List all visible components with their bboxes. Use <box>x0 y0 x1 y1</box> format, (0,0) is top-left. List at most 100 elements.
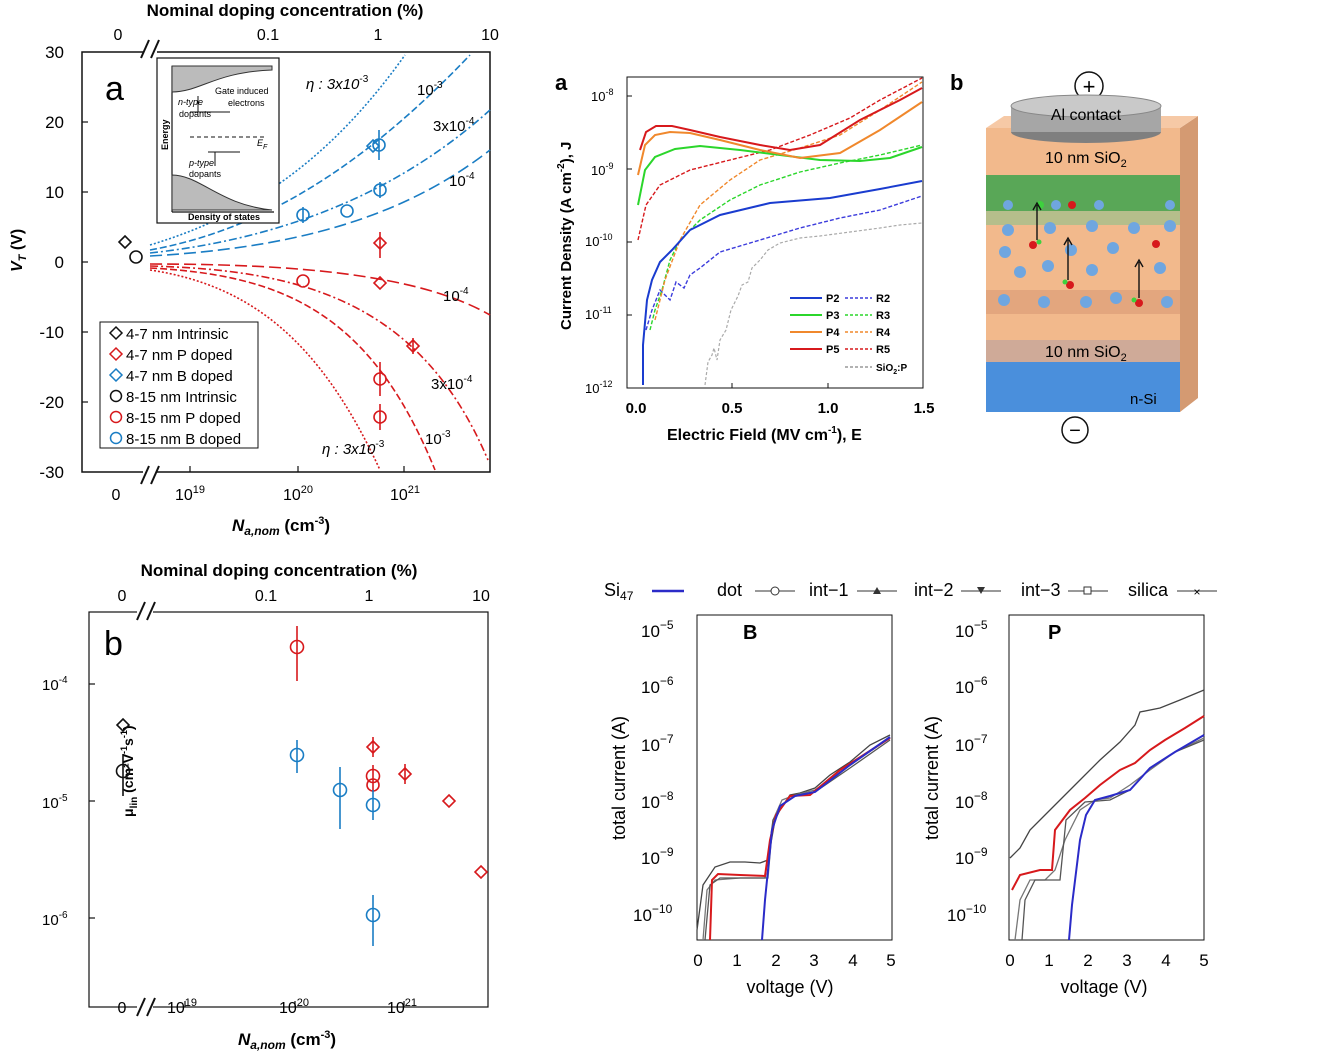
svg-text:0: 0 <box>1005 951 1014 970</box>
curve-blue-3e-3 <box>149 54 406 246</box>
panel-a-eta-top: η : 3x10-3 <box>306 74 369 93</box>
point-b-p-815-2 <box>365 768 381 784</box>
curve-e-B-int2 <box>702 737 891 941</box>
inset-gate-label2: electrons <box>228 98 265 108</box>
panel-c-legend: P2 R2 P3 R3 P4 R4 P5 R5 SiO2:P <box>790 293 907 376</box>
panel-c-xtitle: Electric Field (MV cm-1), E <box>667 425 862 444</box>
panel-d-label-b: b <box>950 70 963 95</box>
panel-b-ytick-6: 10-6 <box>42 910 68 929</box>
svg-text:3: 3 <box>809 951 818 970</box>
panel-a-label-1e-4-blue: 10-4 <box>449 171 475 190</box>
svg-text:5: 5 <box>886 951 895 970</box>
panel-a-ytick-6: -30 <box>39 463 64 482</box>
curve-blue-1e-3 <box>149 54 471 251</box>
curve-e-B-int1 <box>696 734 891 931</box>
curve-e-P-si47 <box>1068 734 1205 941</box>
curve-e-P-int3 <box>1021 739 1205 941</box>
panel-b-top-tick-0: 0 <box>118 588 127 605</box>
curve-red-1e-4 <box>149 263 491 316</box>
svg-text:P3: P3 <box>826 310 839 322</box>
curve-c-sio2p <box>704 222 923 386</box>
panel-a-top-tick-1: 0.1 <box>257 27 279 44</box>
legend-a-2: 4-7 nm B doped <box>126 368 233 385</box>
panel-a-ytick-5: -20 <box>39 393 64 412</box>
point-b-b-815-1 <box>289 747 305 763</box>
svg-text:4: 4 <box>1161 951 1170 970</box>
panel-a-label-1e-3-blue: 10-3 <box>417 80 443 99</box>
point-a-p-815-1 <box>296 274 310 288</box>
panel-b-top-tick-3: 10 <box>472 588 490 605</box>
legend-e-int1: int−1 <box>809 580 849 600</box>
panel-e-plot-B: B 10−5 10−6 10−7 10−8 10−9 10−10 0 1 2 3 4… <box>609 614 896 997</box>
point-b-b-815-2 <box>332 782 348 798</box>
legend-a-5: 8-15 nm B doped <box>126 431 241 448</box>
svg-text:5: 5 <box>1199 951 1208 970</box>
panel-a-label-3e-4-red: 3x10-4 <box>431 374 473 393</box>
svg-text:SiO2:P: SiO2:P <box>876 363 907 376</box>
panel-a-top-title: Nominal doping concentration (%) <box>147 1 424 20</box>
svg-text:1: 1 <box>732 951 741 970</box>
panel-c-ytick-9: 10-9 <box>591 161 613 178</box>
inset-n-label2: dopants <box>179 109 212 119</box>
svg-text:3: 3 <box>1122 951 1131 970</box>
panel-c-xtick-3: 1.5 <box>914 400 935 417</box>
curve-e-P-dot <box>1011 715 1205 891</box>
inset-p-label: p-type <box>188 158 214 168</box>
panel-c-curves <box>637 77 923 386</box>
svg-text:10−10: 10−10 <box>947 902 987 925</box>
inset-y-label: Energy <box>160 119 170 150</box>
panel-b-top-tick-2: 1 <box>365 588 374 605</box>
curve-red-3e-4 <box>149 265 489 461</box>
oxide-slab <box>986 128 1180 372</box>
curve-e-B-si47 <box>761 736 891 941</box>
panel-b-xtick-20: 1020 <box>279 997 309 1017</box>
point-b-intrinsic-815 <box>115 763 131 779</box>
panel-a-xtitle: Na,nom (cm-3) <box>232 515 330 538</box>
curve-c-r2 <box>645 195 923 331</box>
svg-text:10−6: 10−6 <box>641 674 674 697</box>
panel-a-model-curves <box>149 54 491 471</box>
panel-b-xtick-21: 1021 <box>387 997 417 1017</box>
panel-b-points <box>115 626 489 946</box>
panel-e-plot-P: P 10−5 10−6 10−7 10−8 10−9 10−10 0 1 2 3 4… <box>922 614 1209 997</box>
panel-a-xtick-20: 1020 <box>283 484 313 504</box>
curve-c-p4 <box>637 101 923 176</box>
legend-e-silica: silica <box>1128 580 1169 600</box>
panel-a-break-top-2 <box>150 39 160 59</box>
point-a-p-47-2 <box>372 275 388 291</box>
panel-e-iv: Si47 dot int−1 int−2 int−3 silica × B 10… <box>604 580 1217 997</box>
panel-b-frame <box>88 611 489 1008</box>
panel-a-ytick-0: 30 <box>45 43 64 62</box>
panel-a-break-top-1 <box>140 39 150 59</box>
al-contact-label: Al contact <box>1051 107 1122 124</box>
panel-e-B-ytitle: total current (A) <box>609 716 629 840</box>
curve-e-P-int2 <box>1014 737 1205 941</box>
svg-text:R3: R3 <box>876 310 890 322</box>
point-b-p-47-4 <box>473 864 489 880</box>
inset-gate-label: Gate induced <box>215 86 269 96</box>
svg-text:R4: R4 <box>876 327 891 339</box>
svg-text:10−8: 10−8 <box>955 789 988 812</box>
svg-text:10−5: 10−5 <box>955 618 988 641</box>
point-a-p-815-2 <box>373 372 387 386</box>
panel-c-ytick-10: 10-10 <box>585 232 612 249</box>
legend-a-0: 4-7 nm Intrinsic <box>126 326 229 343</box>
point-a-p-47-3 <box>405 338 421 354</box>
top-oxide-label: 10 nm SiO2 <box>1045 150 1127 170</box>
panel-e-B-xtitle: voltage (V) <box>746 977 833 997</box>
panel-a-label-1e-3-red: 10-3 <box>425 429 451 448</box>
panel-a-top-tick-0: 0 <box>114 27 123 44</box>
legend-e-si47: Si47 <box>604 580 634 603</box>
panel-a-top-tick-2: 1 <box>374 27 383 44</box>
panel-b-xtick-zero: 0 <box>118 1000 127 1017</box>
legend-a-4: 8-15 nm P doped <box>126 410 241 427</box>
legend-e-dot: dot <box>717 580 742 600</box>
curve-c-r5 <box>637 77 923 241</box>
panel-c-ytick-12: 10-12 <box>585 379 612 396</box>
curve-red-1e-3 <box>149 267 436 471</box>
point-a-b-815-1 <box>296 208 310 222</box>
panel-d-schematic: b + Al contact 10 nm SiO2 10 nm SiO2 n-S… <box>950 70 1198 444</box>
inset-ef-label: EF <box>257 138 268 151</box>
panel-e-legend: Si47 dot int−1 int−2 int−3 silica × <box>604 580 1217 603</box>
panel-c-ytick-11: 10-11 <box>585 305 612 322</box>
